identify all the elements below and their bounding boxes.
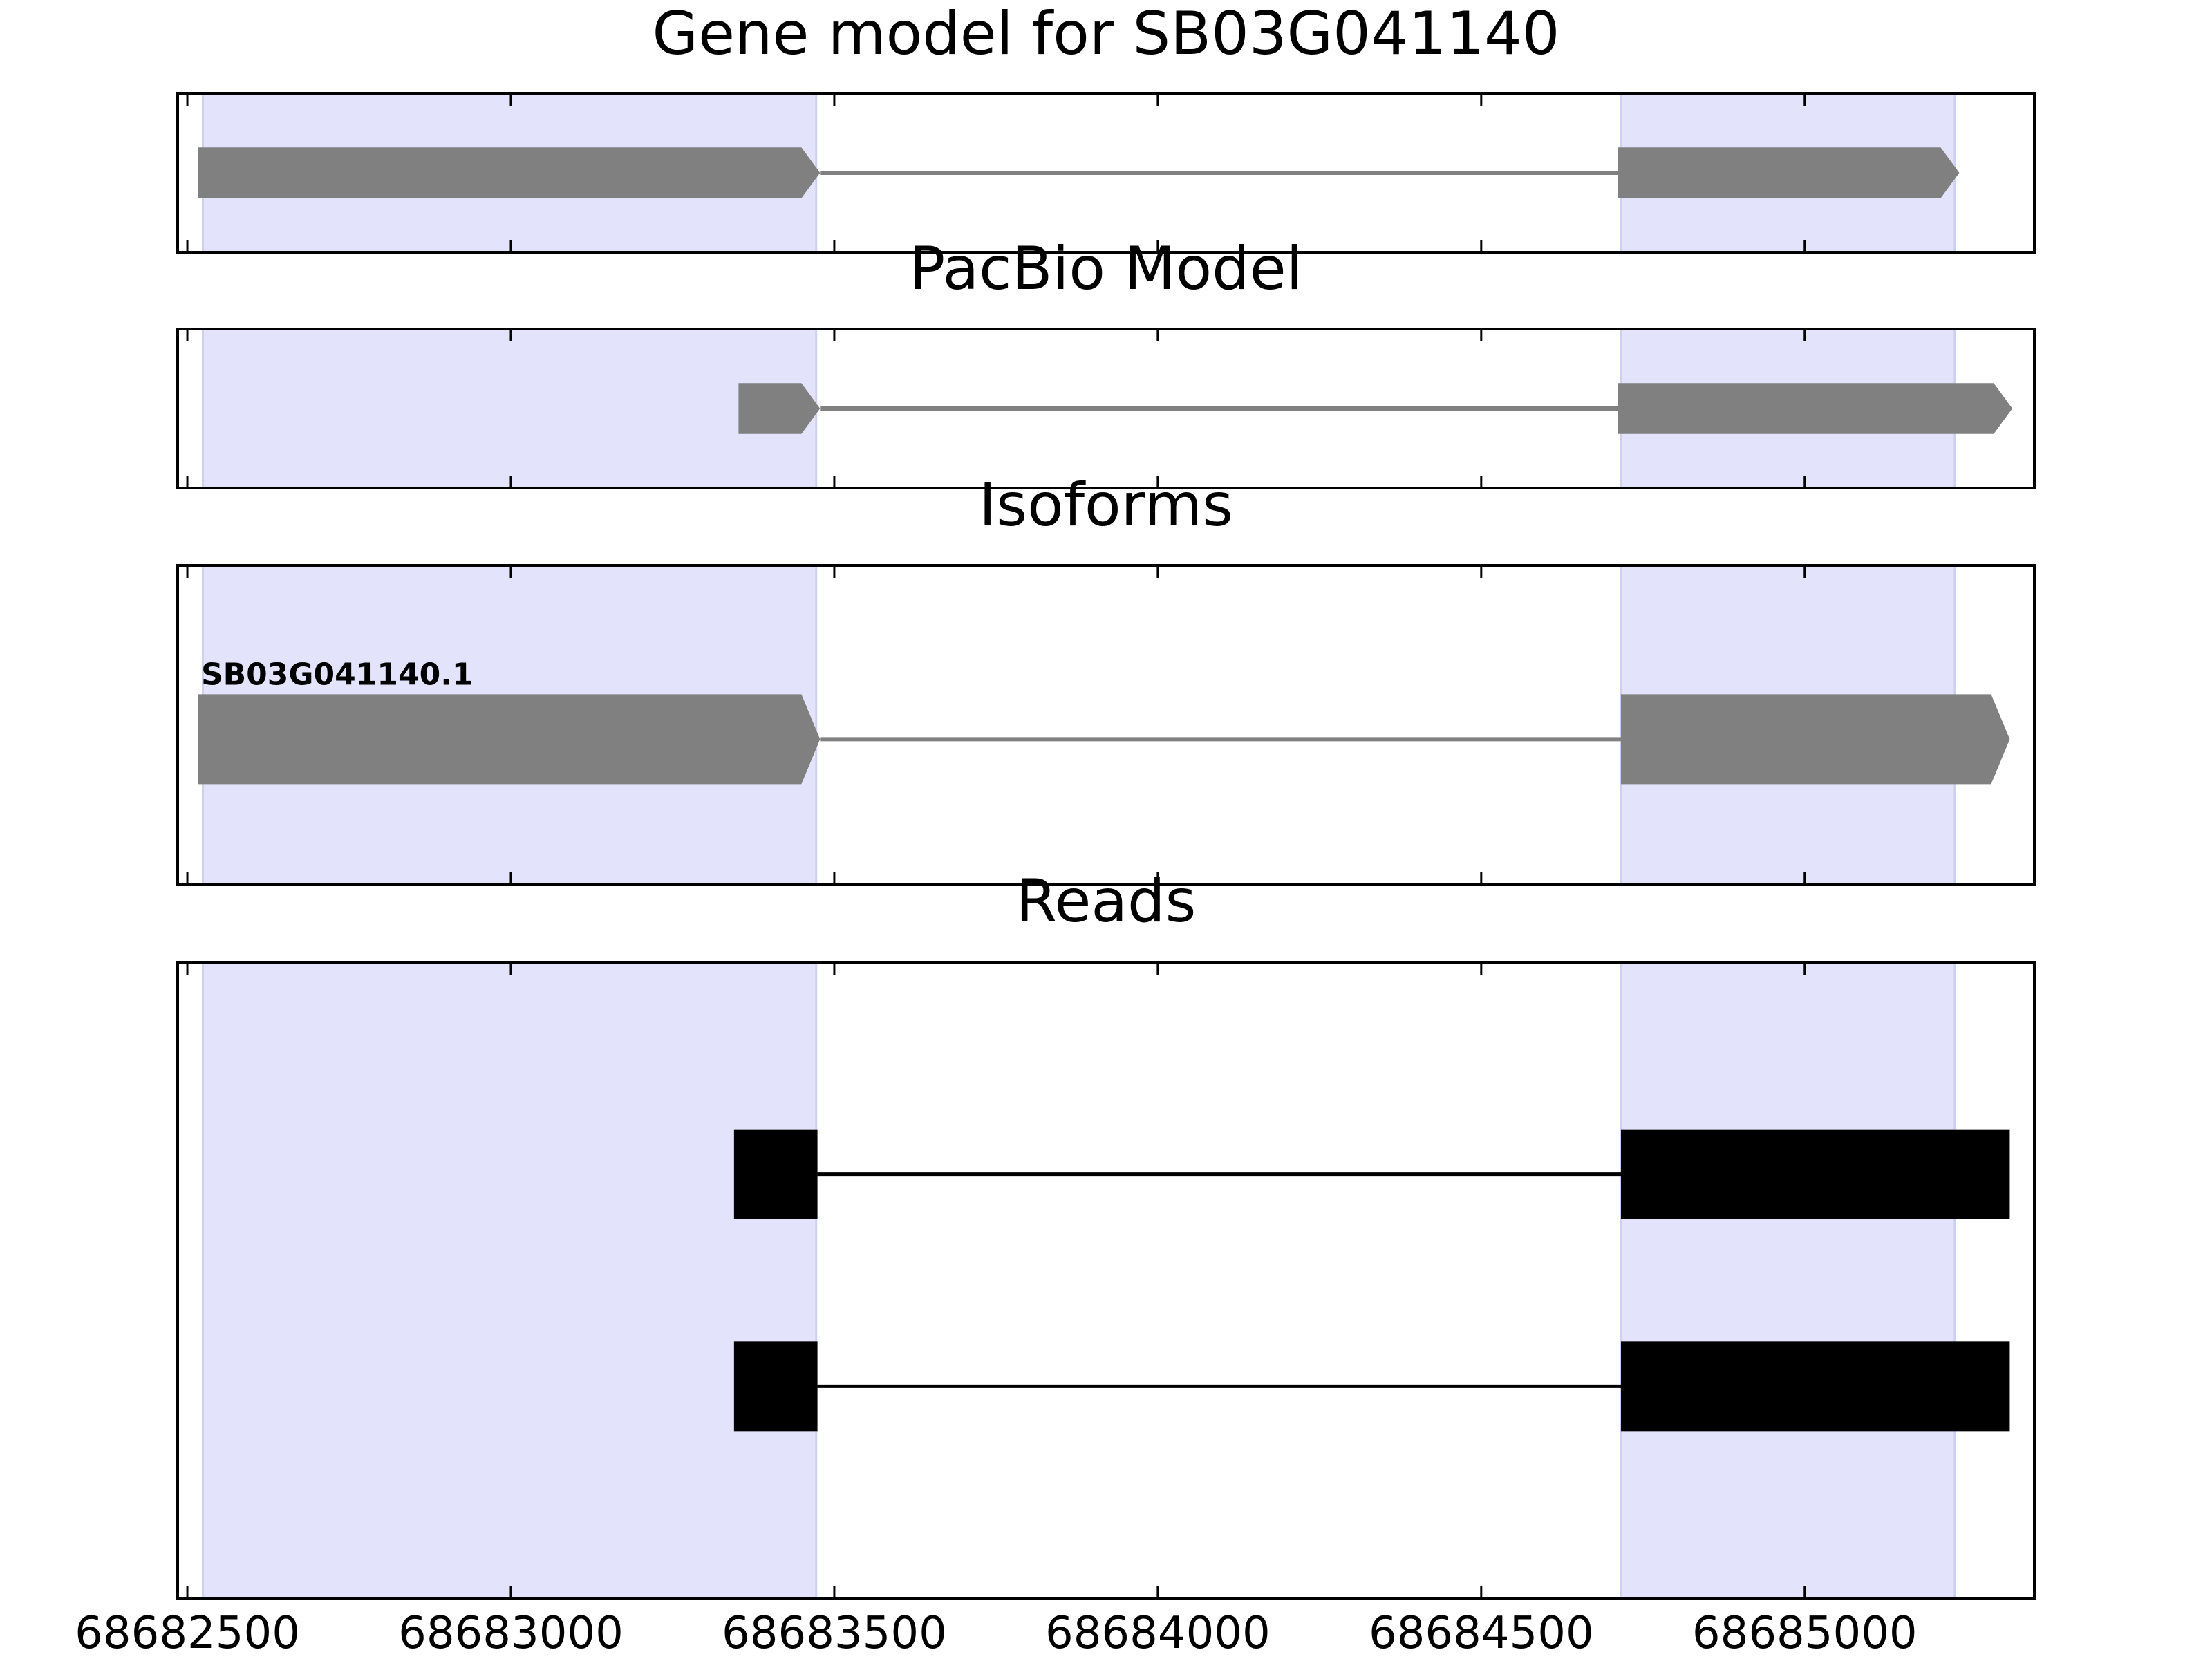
x-tick-label: 68684500 (1369, 1608, 1594, 1659)
highlight (201, 961, 818, 1600)
panel-frame (176, 961, 2036, 1600)
exon (1618, 383, 2013, 434)
x-tick-label: 68682500 (75, 1608, 300, 1659)
x-tick-label: 68684000 (1045, 1608, 1271, 1659)
exon (1620, 694, 2010, 785)
panel-title: PacBio Model (909, 234, 1302, 303)
exon (1620, 1341, 2010, 1432)
highlight (201, 328, 818, 489)
exon (733, 1341, 818, 1432)
panel-title: Reads (1016, 867, 1197, 936)
x-tick-label: 68683000 (398, 1608, 624, 1659)
panel-frame (176, 564, 2036, 886)
exon (1618, 147, 1960, 198)
panel-title: Isoforms (979, 471, 1233, 540)
exon (198, 694, 821, 785)
x-tick-label: 68685000 (1692, 1608, 1918, 1659)
x-tick-label: 68683500 (722, 1608, 947, 1659)
exon (738, 383, 821, 434)
panel-frame (176, 92, 2036, 254)
exon (1620, 1129, 2010, 1219)
exon (198, 147, 821, 198)
exon (733, 1129, 818, 1219)
highlight (1620, 961, 1956, 1600)
panel-title: Gene model for SB03G041140 (653, 0, 1560, 68)
panel-frame (176, 328, 2036, 489)
feature-label: SB03G041140.1 (201, 657, 474, 692)
